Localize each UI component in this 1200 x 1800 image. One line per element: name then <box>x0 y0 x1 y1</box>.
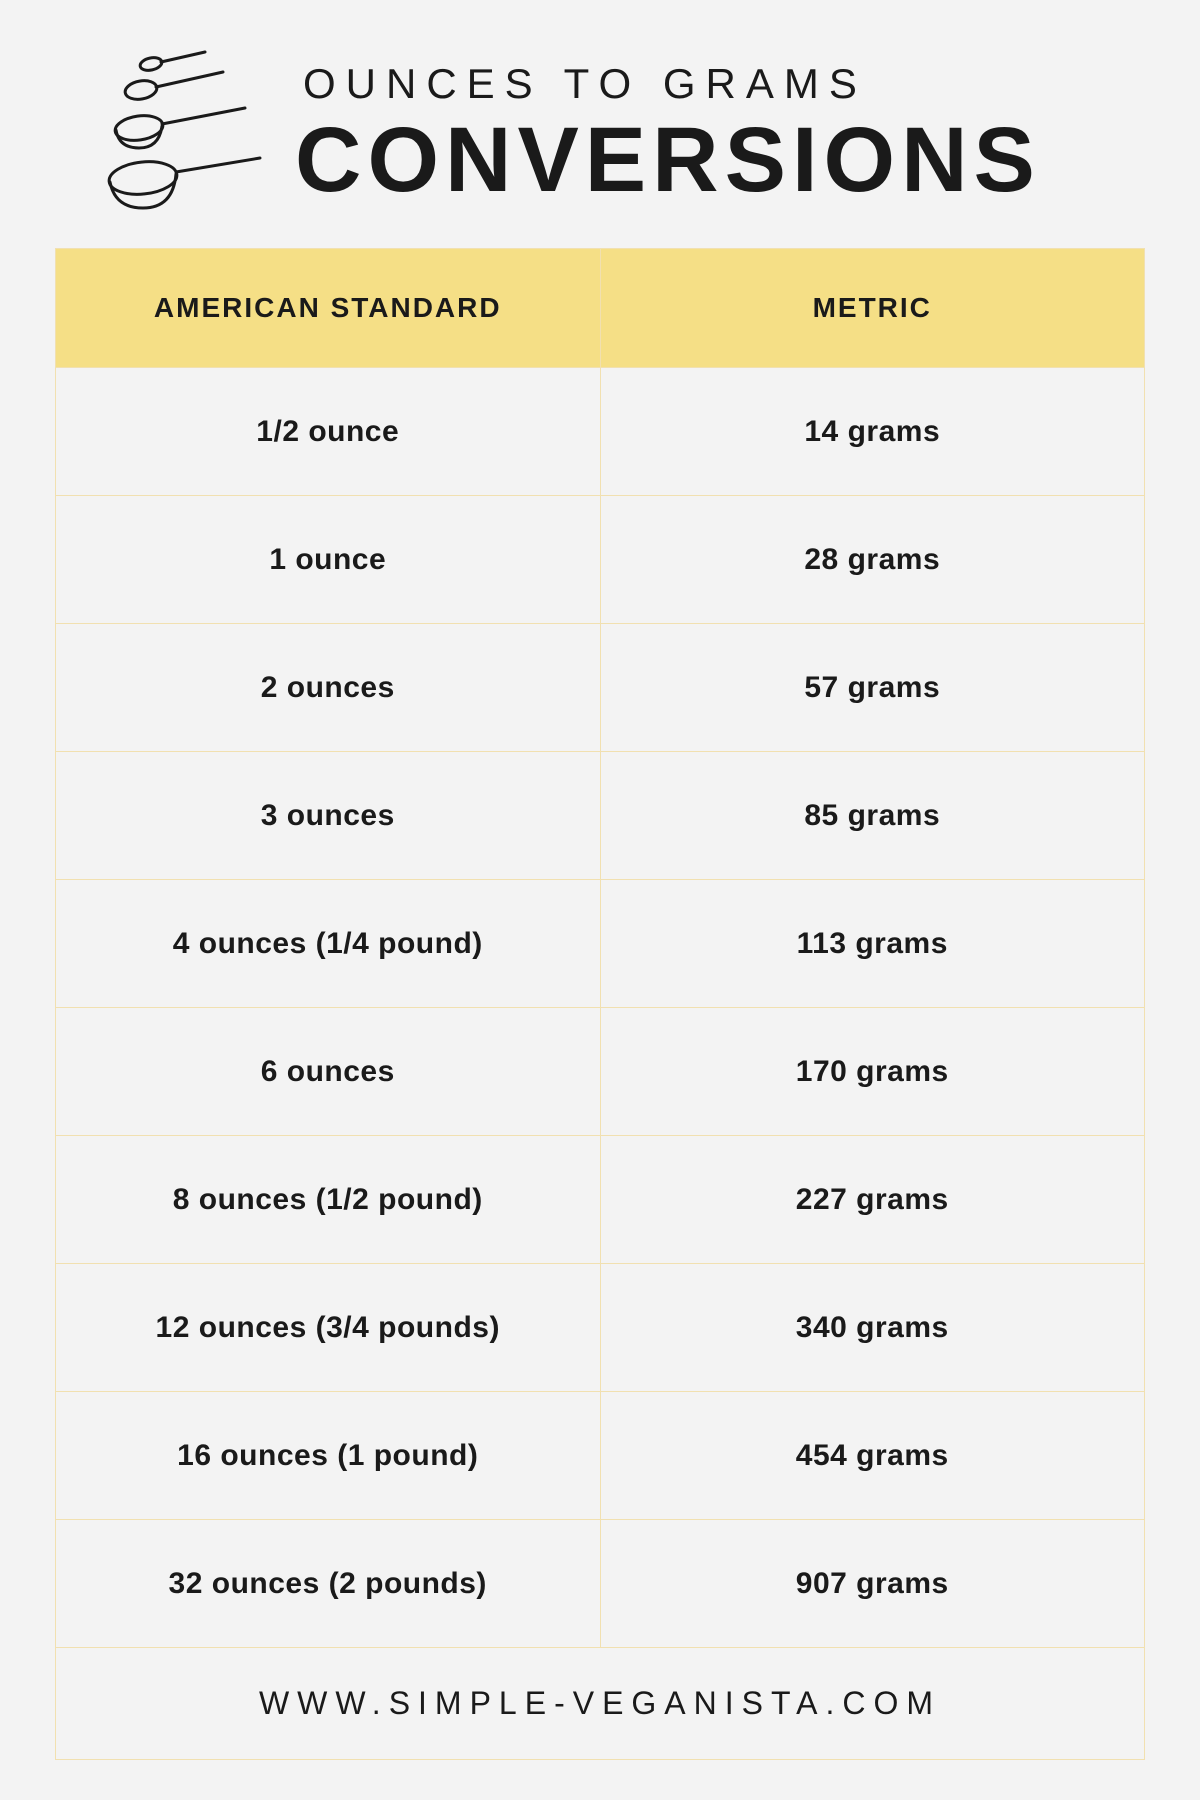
table-row: 3 ounces 85 grams <box>56 751 1144 879</box>
cell-metric: 57 grams <box>600 624 1145 751</box>
table-footer-row: WWW.SIMPLE-VEGANISTA.COM <box>56 1647 1144 1759</box>
cell-metric: 454 grams <box>600 1392 1145 1519</box>
source-url: WWW.SIMPLE-VEGANISTA.COM <box>259 1685 941 1722</box>
subtitle: OUNCES TO GRAMS <box>303 60 1041 108</box>
measuring-cups-icon <box>95 50 265 220</box>
cell-metric: 85 grams <box>600 752 1145 879</box>
table-row: 12 ounces (3/4 pounds) 340 grams <box>56 1263 1144 1391</box>
table-row: 4 ounces (1/4 pound) 113 grams <box>56 879 1144 1007</box>
conversion-table: AMERICAN STANDARD METRIC 1/2 ounce 14 gr… <box>55 248 1145 1760</box>
table-row: 8 ounces (1/2 pound) 227 grams <box>56 1135 1144 1263</box>
cell-standard: 6 ounces <box>56 1008 600 1135</box>
cell-standard: 3 ounces <box>56 752 600 879</box>
cell-metric: 113 grams <box>600 880 1145 1007</box>
table-row: 6 ounces 170 grams <box>56 1007 1144 1135</box>
table-row: 1 ounce 28 grams <box>56 495 1144 623</box>
title: CONVERSIONS <box>295 114 1041 206</box>
cell-standard: 8 ounces (1/2 pound) <box>56 1136 600 1263</box>
cell-metric: 907 grams <box>600 1520 1145 1647</box>
column-header-standard: AMERICAN STANDARD <box>56 249 600 367</box>
table-row: 16 ounces (1 pound) 454 grams <box>56 1391 1144 1519</box>
cell-metric: 28 grams <box>600 496 1145 623</box>
title-block: OUNCES TO GRAMS CONVERSIONS <box>295 50 1041 206</box>
table-row: 1/2 ounce 14 grams <box>56 367 1144 495</box>
header: OUNCES TO GRAMS CONVERSIONS <box>55 50 1145 220</box>
cell-standard: 4 ounces (1/4 pound) <box>56 880 600 1007</box>
page: OUNCES TO GRAMS CONVERSIONS AMERICAN STA… <box>0 0 1200 1800</box>
cell-standard: 2 ounces <box>56 624 600 751</box>
column-header-metric: METRIC <box>600 249 1145 367</box>
table-row: 2 ounces 57 grams <box>56 623 1144 751</box>
table-row: 32 ounces (2 pounds) 907 grams <box>56 1519 1144 1647</box>
cell-standard: 1 ounce <box>56 496 600 623</box>
cell-standard: 16 ounces (1 pound) <box>56 1392 600 1519</box>
cell-metric: 14 grams <box>600 368 1145 495</box>
cell-standard: 32 ounces (2 pounds) <box>56 1520 600 1647</box>
table-header-row: AMERICAN STANDARD METRIC <box>56 249 1144 367</box>
cell-metric: 170 grams <box>600 1008 1145 1135</box>
cell-metric: 227 grams <box>600 1136 1145 1263</box>
cell-standard: 12 ounces (3/4 pounds) <box>56 1264 600 1391</box>
cell-metric: 340 grams <box>600 1264 1145 1391</box>
cell-standard: 1/2 ounce <box>56 368 600 495</box>
